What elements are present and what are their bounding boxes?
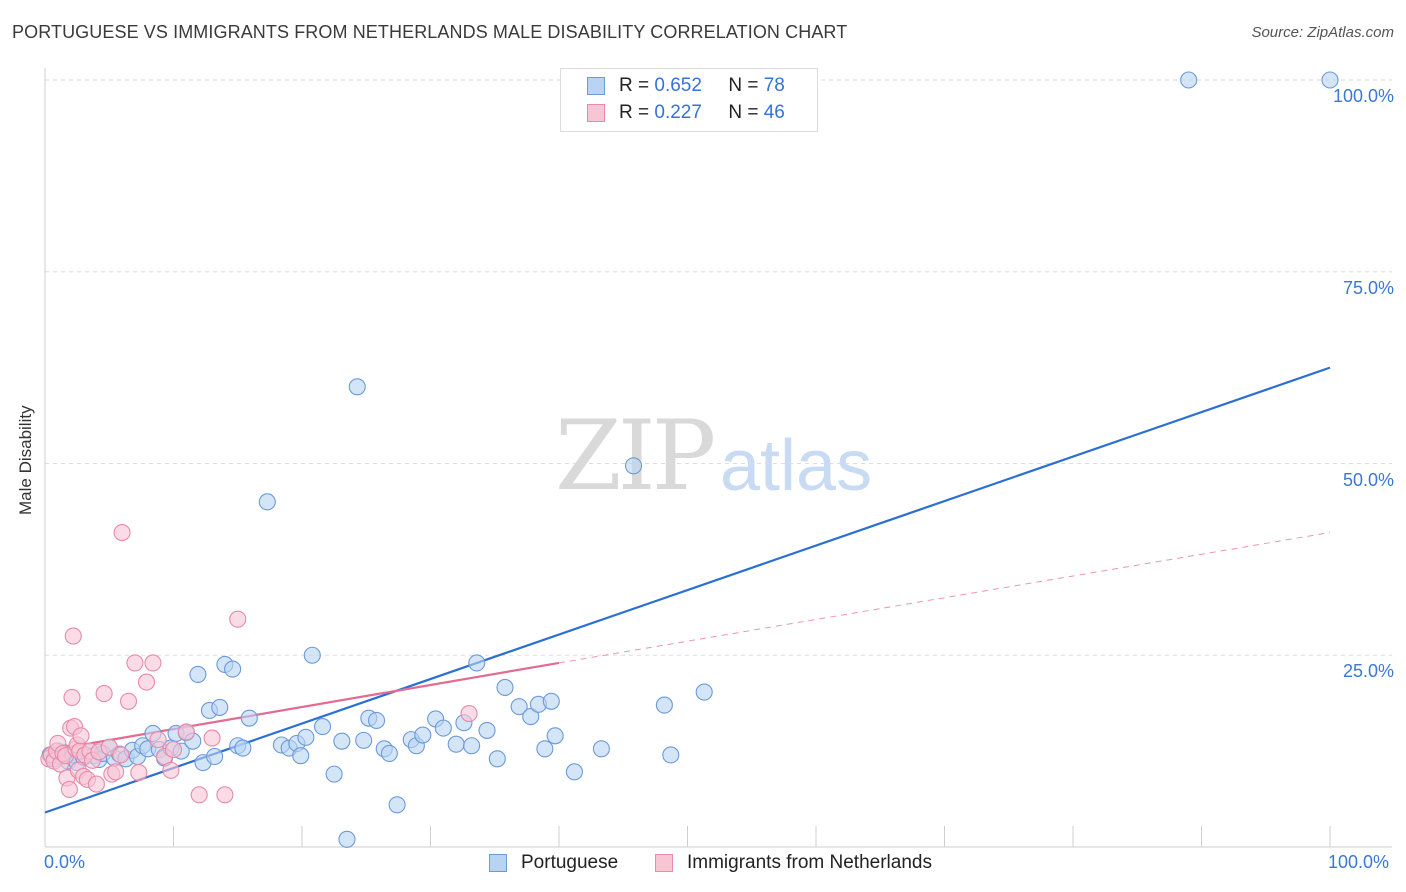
legend-r-value: 0.227: [654, 102, 702, 123]
x-tick-min: 0.0%: [44, 852, 86, 872]
point-portuguese: [468, 654, 486, 672]
trend-lines: [44, 366, 1331, 814]
point-netherlands: [63, 688, 81, 706]
point-portuguese: [234, 739, 252, 757]
source-label: Source: ZipAtlas.com: [1251, 24, 1394, 41]
y-tick-label: 100.0%: [1332, 86, 1394, 106]
point-portuguese: [258, 493, 276, 511]
trend-line-portuguese: [44, 366, 1331, 814]
y-axis-label: Male Disability: [16, 405, 35, 515]
axes: [44, 68, 1392, 848]
point-portuguese: [355, 731, 373, 749]
point-netherlands: [460, 704, 478, 723]
point-netherlands: [130, 764, 148, 782]
point-netherlands: [113, 523, 131, 542]
point-portuguese: [546, 727, 564, 745]
point-portuguese: [510, 698, 528, 716]
legend-swatch-pink: [655, 854, 673, 872]
legend-n-value: 46: [763, 102, 785, 123]
trend-line-netherlands: [44, 661, 560, 753]
point-portuguese: [1321, 71, 1339, 89]
point-netherlands: [60, 780, 78, 799]
y-tick-label: 50.0%: [1342, 469, 1394, 490]
point-netherlands: [190, 786, 208, 804]
legend-r-label: R =: [619, 102, 650, 123]
point-portuguese: [522, 708, 540, 726]
legend-swatch-blue: [489, 854, 507, 872]
point-netherlands: [95, 685, 113, 703]
point-netherlands: [72, 727, 90, 745]
point-netherlands: [144, 654, 162, 672]
point-portuguese: [206, 747, 224, 766]
point-portuguese: [348, 378, 366, 396]
point-netherlands: [164, 741, 183, 759]
point-portuguese: [292, 747, 310, 765]
point-portuguese: [624, 457, 643, 475]
point-portuguese: [565, 763, 583, 781]
point-portuguese: [367, 711, 386, 729]
point-portuguese: [211, 698, 229, 716]
point-portuguese: [380, 744, 398, 762]
legend-label: Immigrants from Netherlands: [687, 852, 932, 873]
point-portuguese: [488, 750, 506, 768]
series-legend: Portuguese Immigrants from Netherlands: [0, 852, 1406, 876]
legend-r-value: 0.652: [654, 75, 702, 96]
point-netherlands: [177, 723, 195, 741]
point-portuguese: [536, 740, 554, 758]
point-portuguese: [434, 719, 452, 737]
point-netherlands: [229, 610, 247, 628]
point-portuguese: [333, 732, 351, 750]
point-portuguese: [496, 678, 514, 697]
point-portuguese: [662, 746, 680, 764]
point-portuguese: [338, 830, 356, 848]
point-netherlands: [126, 654, 144, 672]
trend-line-netherlands-extension: [558, 532, 1331, 664]
point-portuguese: [592, 740, 610, 758]
y-tick-label: 25.0%: [1342, 661, 1394, 682]
y-axis-label-wrap: Male Disability: [16, 345, 36, 515]
point-netherlands: [87, 775, 105, 793]
point-netherlands: [137, 673, 156, 691]
point-portuguese: [542, 692, 560, 710]
point-portuguese: [695, 683, 713, 701]
point-portuguese: [655, 696, 673, 714]
watermark-atlas: atlas: [720, 426, 873, 506]
point-netherlands: [119, 692, 138, 710]
stats-legend: R = 0.652 N = 78 R = 0.227 N = 46: [560, 68, 818, 132]
legend-label: Portuguese: [521, 852, 619, 873]
point-portuguese: [224, 660, 242, 678]
point-portuguese: [478, 721, 496, 739]
point-netherlands: [216, 786, 234, 804]
point-portuguese: [447, 735, 465, 753]
chart-title: PORTUGUESE VS IMMIGRANTS FROM NETHERLAND…: [12, 22, 848, 42]
data-points: [40, 71, 1339, 848]
point-portuguese: [325, 765, 343, 783]
point-portuguese: [463, 737, 481, 755]
watermark-zip: ZIP: [555, 400, 716, 512]
point-netherlands: [162, 761, 180, 779]
grid-lines: [45, 79, 1392, 656]
point-netherlands: [64, 627, 82, 645]
point-netherlands: [203, 729, 221, 747]
point-portuguese: [314, 718, 332, 736]
point-portuguese: [388, 796, 406, 814]
point-netherlands: [112, 746, 130, 764]
legend-n-label: N =: [728, 102, 759, 123]
legend-n-value: 78: [763, 75, 785, 96]
point-portuguese: [297, 728, 315, 746]
x-tick-max: 100.0%: [1328, 852, 1390, 872]
point-portuguese: [189, 665, 207, 683]
point-netherlands: [107, 763, 125, 781]
point-portuguese: [414, 726, 432, 744]
legend-r-label: R =: [619, 75, 650, 96]
y-tick-label: 75.0%: [1342, 277, 1394, 298]
legend-swatch-blue: [587, 77, 605, 95]
point-portuguese: [303, 646, 321, 664]
point-portuguese: [240, 709, 258, 727]
legend-n-label: N =: [728, 75, 759, 96]
point-netherlands: [149, 731, 167, 749]
legend-swatch-pink: [587, 104, 605, 122]
point-portuguese: [1180, 71, 1198, 89]
